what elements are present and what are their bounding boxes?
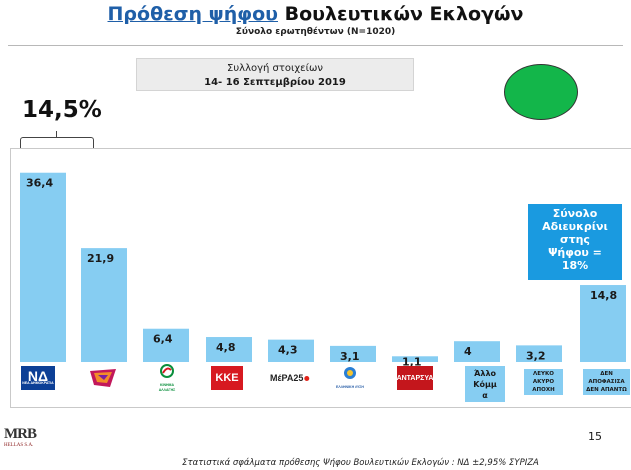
bar-value-label: 6,4 — [153, 333, 173, 346]
pasok-logo-subtext: ΚΙΝΗΜΑ ΑΛΛΑΓΗΣ — [158, 382, 176, 392]
kke-logo-text: ΚΚΕ — [215, 372, 239, 384]
pasok-logo-icon: ΚΙΝΗΜΑ ΑΛΛΑΓΗΣ — [153, 363, 181, 392]
title-divider — [8, 45, 623, 46]
nd-logo-subtext: ΝΕΑ ΔΗΜΟΚΡΑΤΙΑ — [22, 380, 54, 385]
callout-line: 18% — [561, 259, 589, 272]
bar-value-label: 3,1 — [340, 350, 360, 363]
category-other-line: Άλλο — [474, 368, 496, 378]
brand-subtitle: HELLAS S.A. — [4, 443, 34, 448]
category-undecided: ΔΕΝ ΑΠΟΦΑΣΙΣΑ ΔΕΝ ΑΠΑΝΤΩ — [583, 369, 630, 395]
plot-frame — [10, 148, 631, 408]
period-box: Συλλογή στοιχείων 14- 16 Σεπτεμβρίου 201… — [136, 58, 414, 91]
footer-note: Στατιστικά σφάλματα πρόθεσης Ψήφου Βουλε… — [182, 458, 539, 468]
mrb-logo-icon: MRB HELLAS S.A. — [4, 426, 48, 448]
callout-line: Σύνολο — [552, 207, 598, 220]
title-link-part: Πρόθεση ψήφου — [107, 3, 278, 25]
category-blank-line: ΛΕΥΚΟ — [533, 371, 554, 377]
category-blank-line: ΑΚΥΡΟ — [532, 379, 555, 385]
antarsya-logo-text: ΑΝΤΑΡΣΥΑ — [396, 374, 434, 382]
nd-logo-icon: ΝΔ ΝΕΑ ΔΗΜΟΚΡΑΤΙΑ — [21, 366, 55, 390]
period-dates: 14- 16 Σεπτεμβρίου 2019 — [204, 77, 346, 88]
kke-logo-icon: ΚΚΕ — [211, 366, 243, 390]
bar-4 — [206, 337, 252, 362]
callout-line: στης — [560, 233, 590, 246]
bar-value-label: 4,8 — [216, 341, 236, 354]
bar-8 — [454, 341, 500, 362]
category-blank-invalid: ΛΕΥΚΟ ΑΚΥΡΟ ΑΠΟΧΗ — [524, 369, 563, 395]
bar-7 — [392, 356, 438, 362]
bar-6 — [330, 345, 376, 362]
elliniki-lysi-logo-subtext: ΕΛΛΗΝΙΚΗ ΛΥΣΗ — [336, 385, 364, 389]
bar-9 — [516, 345, 562, 362]
bar-2 — [81, 248, 127, 362]
antarsya-logo-icon: ΑΝΤΑΡΣΥΑ — [397, 366, 433, 390]
category-undecided-line: ΑΠΟΦΑΣΙΣΑ — [588, 379, 625, 385]
bar-value-label: 1,1 — [402, 355, 422, 368]
syriza-logo-icon — [84, 366, 122, 390]
title-main-part: Βουλευτικών Εκλογών — [284, 3, 524, 25]
category-undecided-line: ΔΕΝ — [600, 371, 613, 377]
bar-value-label: 4,3 — [278, 344, 298, 357]
mera25-logo-icon: MέΡΑ25 — [270, 366, 310, 390]
bars-group — [20, 172, 626, 362]
green-circle-shape — [504, 64, 578, 120]
value-labels-group: 36,4 21,9 6,4 4,8 4,3 3,1 1,1 4 3,2 14,8 — [26, 177, 617, 369]
category-other-line: α — [482, 390, 488, 400]
bar-10 — [580, 285, 626, 362]
category-blank-line: ΑΠΟΧΗ — [532, 387, 555, 393]
bar-value-label: 4 — [464, 345, 472, 358]
page-number: 15 — [588, 430, 602, 443]
bar-5 — [268, 339, 314, 362]
elliniki-lysi-logo-icon: ΕΛΛΗΝΙΚΗ ΛΥΣΗ — [336, 366, 364, 390]
bar-3 — [143, 328, 189, 362]
callout-line: Αδιευκρίνι — [542, 220, 608, 233]
category-other-party: Άλλο Κόμμ α — [465, 366, 505, 402]
nd-logo-text: ΝΔ — [27, 367, 49, 384]
period-label: Συλλογή στοιχείων — [227, 63, 323, 74]
category-undecided-line: ΔΕΝ ΑΠΑΝΤΩ — [586, 387, 627, 393]
lead-difference: 14,5% — [22, 97, 102, 123]
bar-1 — [20, 172, 66, 362]
bar-value-label: 36,4 — [26, 177, 53, 190]
category-other-line: Κόμμ — [473, 379, 497, 389]
callout-line: Ψήφου = — [548, 246, 602, 259]
bar-value-label: 3,2 — [526, 349, 546, 362]
bar-value-label: 14,8 — [590, 289, 617, 302]
undecided-callout: Σύνολο Αδιευκρίνι στης Ψήφου = 18% — [528, 204, 622, 280]
bar-value-label: 21,9 — [87, 252, 114, 265]
brand-name: MRB — [4, 426, 37, 442]
chart-subtitle: Σύνολο ερωτηθέντων (Ν=1020) — [235, 27, 396, 37]
difference-brace — [20, 137, 94, 148]
brace-tick — [56, 131, 57, 138]
chart-title: Πρόθεση ψήφου Βουλευτικών Εκλογών — [0, 3, 631, 25]
mera25-logo-text: MέΡΑ25 — [270, 373, 304, 383]
